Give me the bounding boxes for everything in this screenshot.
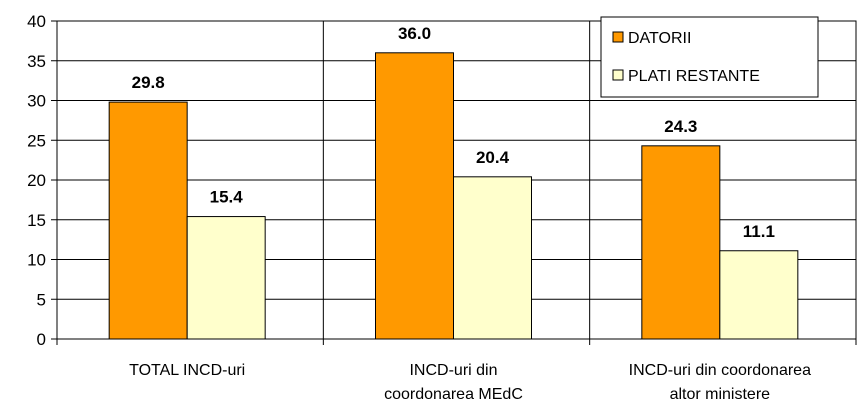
category-label-line: INCD-uri din	[409, 362, 497, 379]
labels: 0 5 10 15 20 25 30 35 40 29.8 15.4 TOTAL INCD-uri 36…	[27, 12, 811, 403]
legend-box	[600, 16, 819, 98]
bar-datorii	[108, 101, 188, 340]
bar-datorii	[375, 52, 454, 340]
y-tick-label: 20	[27, 171, 46, 190]
category-label-line: TOTAL INCD-uri	[129, 362, 245, 379]
bar-plati-restante	[453, 176, 532, 340]
y-tick-label: 25	[27, 131, 46, 150]
legend-swatch	[612, 69, 624, 81]
y-tick-label: 35	[27, 52, 46, 71]
bar-plati-restante	[719, 250, 799, 340]
y-tick-label: 5	[37, 290, 46, 309]
bar-plati-restante	[186, 216, 266, 340]
data-label: 29.8	[132, 73, 165, 92]
data-label: 11.1	[743, 222, 775, 241]
bar-datorii	[641, 145, 721, 340]
data-label: 15.4	[210, 188, 244, 207]
category-label: INCD-uri din coordonarea MEdC	[384, 362, 523, 403]
category-label: TOTAL INCD-uri	[129, 362, 245, 379]
legend-label: DATORII	[628, 30, 691, 47]
axes	[51, 20, 857, 345]
y-tick-label: 40	[27, 12, 46, 31]
category-label-line: INCD-uri din coordonarea	[629, 362, 811, 379]
legend-label: PLATI RESTANTE	[628, 68, 760, 85]
category-label: INCD-uri din coordonarea altor ministere	[629, 362, 811, 403]
y-tick-label: 0	[37, 330, 46, 349]
legend: DATORII PLATI RESTANTE	[600, 16, 819, 98]
y-tick-label: 15	[27, 211, 46, 230]
bars	[108, 52, 799, 340]
category-label-line: coordonarea MEdC	[384, 386, 523, 403]
legend-swatch	[612, 31, 624, 43]
category-label-line: altor ministere	[670, 386, 771, 403]
data-label: 20.4	[476, 148, 510, 167]
data-label: 36.0	[398, 24, 431, 43]
y-tick-label: 30	[27, 92, 46, 111]
data-label: 24.3	[664, 117, 697, 136]
y-tick-label: 10	[27, 251, 46, 270]
